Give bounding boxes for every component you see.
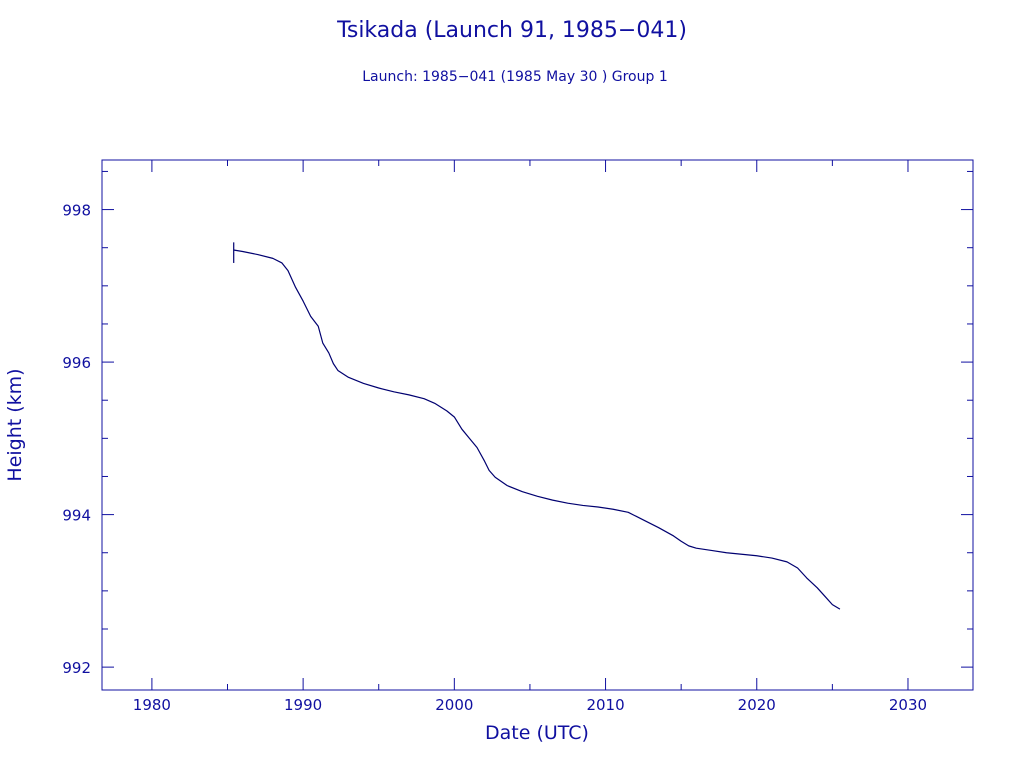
plot-frame (101, 159, 974, 691)
x-axis-label: Date (UTC) (485, 722, 589, 744)
tick-labels: 1980 1990 2000 2010 2020 2030 992 994 996 998 (62, 202, 927, 714)
x-tick-label: 1980 (133, 696, 171, 714)
y-tick-label: 994 (62, 507, 91, 525)
y-tick-label: 996 (62, 354, 91, 372)
y-tick-label: 998 (62, 202, 91, 220)
height-series-line (233, 249, 841, 610)
plot-area (101, 159, 974, 691)
y-axis-label: Height (km) (4, 368, 26, 481)
x-tick-label: 2010 (586, 696, 624, 714)
x-tick-label: 2000 (435, 696, 473, 714)
y-tick-label: 992 (62, 659, 91, 677)
chart-title: Tsikada (Launch 91, 1985−041) (336, 18, 687, 43)
chart-subtitle: Launch: 1985−041 (1985 May 30 ) Group 1 (362, 69, 667, 85)
axis-ticks (102, 160, 973, 690)
x-tick-label: 2020 (738, 696, 776, 714)
series-layer (233, 242, 841, 610)
x-tick-label: 1990 (284, 696, 322, 714)
x-tick-label: 2030 (889, 696, 927, 714)
